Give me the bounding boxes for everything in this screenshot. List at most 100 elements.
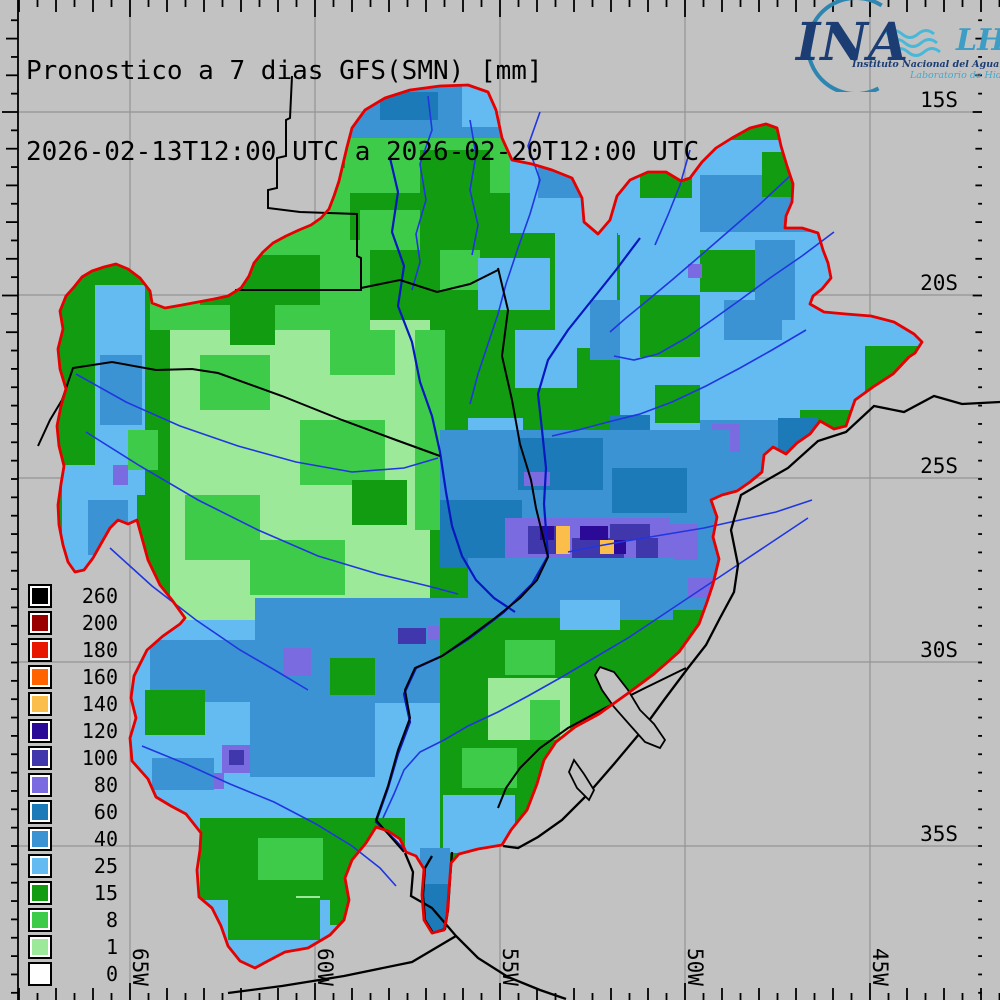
basin-boundary — [55, 83, 924, 970]
logo-arc — [806, 0, 906, 96]
lagoon-outline — [568, 758, 596, 802]
precip-cell-8mm — [258, 838, 323, 880]
legend-item: 120 — [28, 718, 118, 743]
precip-cell-140mm — [556, 526, 570, 554]
legend-item: 260 — [28, 583, 118, 608]
river — [75, 373, 439, 473]
precip-cell-120mm — [580, 526, 608, 540]
precip-cell-8mm — [200, 355, 270, 410]
precip-cell-25mm — [515, 330, 577, 388]
legend-swatch — [28, 745, 52, 770]
legend-value: 200 — [81, 610, 118, 635]
legend-swatch — [28, 826, 52, 851]
precip-legend: 260 200 180 160 140 120 100 80 60 40 25 15 8 1 0 — [28, 583, 118, 988]
lagoon-outline — [593, 665, 667, 750]
precip-cell-15mm — [230, 300, 275, 345]
river — [411, 95, 433, 291]
logo-lhi-text: LHI — [955, 23, 1000, 58]
legend-value: 0 — [105, 961, 118, 986]
map-title-line1: Pronostico a 7 dias GFS(SMN) [mm] — [26, 56, 543, 86]
legend-swatch — [28, 664, 52, 689]
precip-cell-80mm — [113, 465, 128, 485]
precip-cell-100mm — [229, 750, 244, 765]
border-line — [37, 360, 441, 457]
legend-value: 180 — [81, 637, 118, 662]
lat-label: 20S — [920, 271, 958, 295]
precip-cell-100mm — [610, 524, 650, 540]
river — [609, 175, 791, 333]
legend-item: 160 — [28, 664, 118, 689]
precip-cell-8mm — [530, 700, 560, 740]
legend-swatch — [28, 637, 52, 662]
legend-item: 8 — [28, 907, 118, 932]
precip-cell-15mm — [228, 898, 320, 940]
legend-item: 100 — [28, 745, 118, 770]
water-waves-icon — [885, 29, 941, 57]
legend-swatch — [28, 934, 52, 959]
legend-value: 160 — [81, 664, 118, 689]
lat-label: 30S — [920, 638, 958, 662]
legend-swatch — [28, 799, 52, 824]
lat-label: 35S — [920, 822, 958, 846]
river — [567, 499, 813, 553]
graticule-labels: 15S 20S 25S 30S 35S 65W 60W 55W 50W 45W — [128, 88, 958, 986]
legend-item: 140 — [28, 691, 118, 716]
border-line — [497, 667, 687, 809]
river — [141, 745, 397, 887]
ina-logo: INA LHI Instituto Nacional del Agua Labo… — [780, 0, 1000, 96]
lon-label: 60W — [313, 948, 337, 986]
precip-cell-8mm — [300, 420, 385, 485]
precip-cell-8mm — [360, 210, 420, 250]
precip-cell-40mm — [250, 695, 375, 777]
precip-cell-40mm — [590, 300, 620, 360]
legend-item: 0 — [28, 961, 118, 986]
precip-cell-80mm — [428, 626, 442, 640]
precip-cell-100mm — [398, 628, 426, 644]
legend-value: 120 — [81, 718, 118, 743]
legend-swatch — [28, 691, 52, 716]
precip-cell-8mm — [128, 430, 158, 470]
precip-cell-8mm — [250, 540, 345, 595]
precip-cell-25mm — [790, 340, 865, 410]
map-title: Pronostico a 7 dias GFS(SMN) [mm] 2026-0… — [26, 4, 699, 193]
precip-cell-8mm — [330, 330, 395, 375]
precip-cell-15mm — [330, 658, 375, 700]
legend-value: 8 — [105, 907, 118, 932]
precip-cell-25mm — [478, 258, 550, 310]
legend-value: 1 — [105, 934, 118, 959]
legend-swatch — [28, 907, 52, 932]
country-borders — [37, 75, 687, 853]
legend-item: 25 — [28, 853, 118, 878]
precip-cell-25mm — [560, 600, 620, 630]
logo-subtitle-lab: Laboratorio de Hidrologia — [909, 70, 1000, 81]
precip-cell-40mm — [724, 300, 782, 340]
precip-cell-15mm — [352, 480, 407, 525]
lat-label: 15S — [920, 88, 958, 112]
legend-value: 100 — [81, 745, 118, 770]
map-title-line2: 2026-02-13T12:00 UTC a 2026-02-20T12:00 … — [26, 137, 700, 167]
lon-label: 50W — [683, 948, 707, 986]
precip-cell-8mm — [505, 640, 555, 675]
legend-item: 180 — [28, 637, 118, 662]
legend-swatch — [28, 961, 52, 986]
coast-line — [502, 394, 1000, 850]
legend-item: 80 — [28, 772, 118, 797]
precip-cell-15mm — [655, 385, 700, 423]
coast-line — [227, 935, 457, 995]
coastline — [227, 394, 1000, 1000]
border-line — [374, 267, 550, 853]
legend-swatch — [28, 718, 52, 743]
logo-ina-text: INA — [794, 12, 908, 73]
logo-subtitle-institute: Instituto Nacional del Agua — [851, 59, 999, 70]
legend-value: 80 — [93, 772, 118, 797]
precip-cell-80mm — [688, 264, 702, 278]
legend-value: 140 — [81, 691, 118, 716]
border-line — [360, 269, 499, 294]
precip-cell-15mm — [420, 150, 490, 195]
legend-value: 260 — [81, 583, 118, 608]
legend-item: 200 — [28, 610, 118, 635]
legend-value: 15 — [93, 880, 118, 905]
legend-swatch — [28, 610, 52, 635]
